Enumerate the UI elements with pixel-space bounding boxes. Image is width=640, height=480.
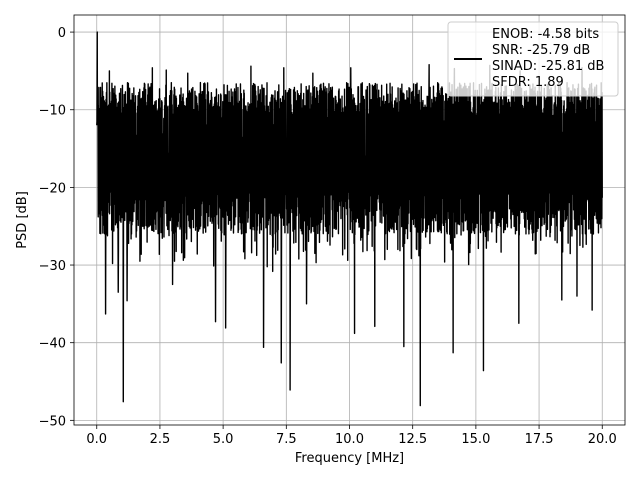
y-axis-label: PSD [dB] — [15, 191, 30, 249]
x-tick-label: 10.0 — [335, 432, 364, 447]
x-tick-label: 12.5 — [398, 432, 427, 447]
x-tick-label: 15.0 — [461, 432, 490, 447]
legend-sfdr: SFDR: 1.89 — [492, 75, 564, 90]
legend-sinad: SINAD: -25.81 dB — [492, 59, 604, 74]
x-tick-label: 7.5 — [276, 432, 297, 447]
x-tick-label: 17.5 — [525, 432, 554, 447]
legend-snr: SNR: -25.79 dB — [492, 43, 590, 58]
x-axis-label: Frequency [MHz] — [295, 451, 404, 466]
y-tick-label: −30 — [39, 259, 66, 274]
x-tick-label: 5.0 — [213, 432, 234, 447]
psd-series-line — [96, 31, 603, 407]
x-tick-label: 0.0 — [86, 432, 107, 447]
legend-enob: ENOB: -4.58 bits — [492, 27, 599, 42]
plot-area — [96, 31, 603, 407]
axis-ticks: 0.0 2.5 5.0 7.5 10.0 12.5 15.0 17.5 20.0 0 −10 −20 −… — [39, 26, 617, 447]
x-tick-label: 20.0 — [588, 432, 617, 447]
y-tick-label: −20 — [39, 181, 66, 196]
legend-box — [447, 21, 619, 97]
y-tick-label: −10 — [39, 104, 66, 119]
y-tick-label: −50 — [39, 414, 66, 429]
x-tick-label: 2.5 — [150, 432, 171, 447]
legend: ENOB: -4.58 bits SNR: -25.79 dB SINAD: -… — [447, 21, 619, 97]
y-tick-label: 0 — [58, 26, 66, 41]
y-tick-label: −40 — [39, 337, 66, 352]
